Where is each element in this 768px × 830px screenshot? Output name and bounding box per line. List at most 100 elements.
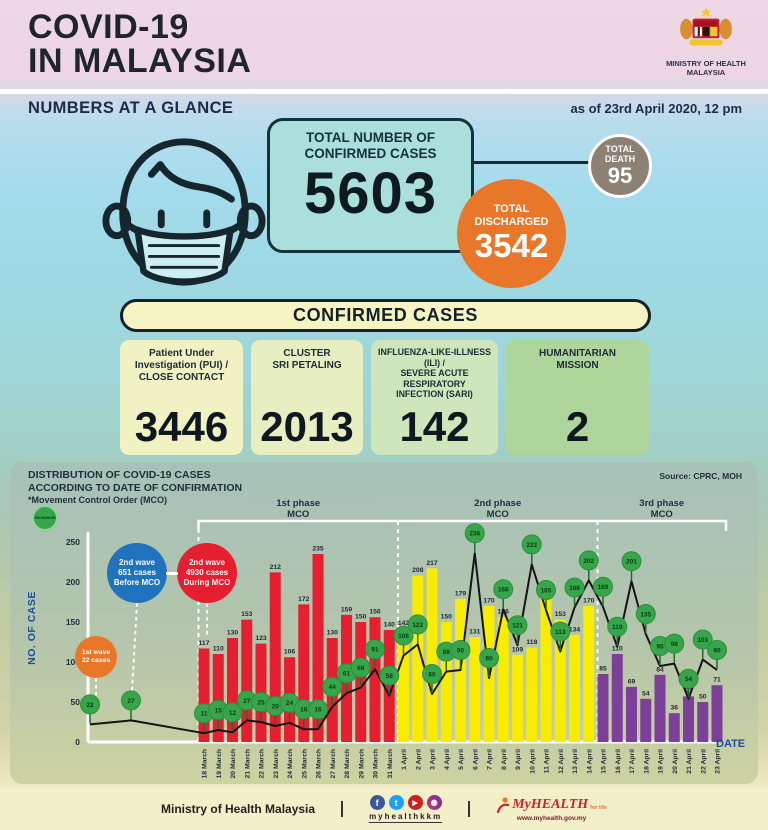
svg-text:201: 201 <box>626 559 637 566</box>
svg-text:121: 121 <box>512 623 523 630</box>
twitter-icon[interactable]: t <box>388 795 404 810</box>
svg-text:110: 110 <box>213 646 224 653</box>
svg-text:6 April: 6 April <box>472 749 479 770</box>
total-death-label: TOTAL DEATH <box>604 144 636 164</box>
svg-text:0: 0 <box>75 737 80 747</box>
svg-text:30 March: 30 March <box>373 749 380 778</box>
svg-text:8 April: 8 April <box>501 749 508 770</box>
svg-text:156: 156 <box>369 609 381 616</box>
svg-text:50: 50 <box>71 697 81 707</box>
svg-text:153: 153 <box>241 611 253 618</box>
covid-cases-chart: 1st phase MCO 2nd phase MCO 3rd phase MCO 0 50 1… <box>66 498 728 778</box>
svg-text:50: 50 <box>699 694 707 701</box>
social-block: f t ▶ ◉ myhealthkkm <box>369 795 443 823</box>
svg-text:58: 58 <box>386 673 394 680</box>
svg-text:159: 159 <box>341 606 353 613</box>
page-title: COVID-19 IN MALAYSIA <box>28 8 252 80</box>
svg-text:84: 84 <box>656 666 664 673</box>
svg-text:4 April: 4 April <box>444 749 451 770</box>
stat-card-label: HUMANITARIAN MISSION <box>538 348 617 371</box>
x-axis-label: DATE <box>716 738 746 750</box>
annotation-second-wave-before: 2nd wave 651 cases Before MCO <box>107 543 167 603</box>
youtube-icon[interactable]: ▶ <box>407 795 423 810</box>
section-label: NUMBERS AT A GLANCE <box>28 99 234 117</box>
myhealth-url[interactable]: www.myhealth.gov.my <box>516 814 587 822</box>
svg-text:54: 54 <box>642 690 650 697</box>
svg-text:31 March: 31 March <box>387 749 394 778</box>
face-mask-icon <box>100 126 268 294</box>
svg-text:20 March: 20 March <box>230 749 237 778</box>
svg-text:18 April: 18 April <box>643 749 650 774</box>
svg-text:5 April: 5 April <box>458 749 465 770</box>
svg-text:24 March: 24 March <box>287 749 294 778</box>
svg-text:235: 235 <box>312 546 324 553</box>
svg-text:130: 130 <box>327 630 339 637</box>
svg-text:90: 90 <box>713 647 721 654</box>
svg-text:20: 20 <box>272 703 280 710</box>
as-of-date: as of 23rd April 2020, 12 pm <box>570 101 742 116</box>
svg-text:16: 16 <box>300 707 308 714</box>
svg-text:69: 69 <box>628 678 636 685</box>
svg-text:88: 88 <box>443 649 451 656</box>
svg-text:27: 27 <box>243 698 251 705</box>
svg-text:212: 212 <box>270 564 282 571</box>
svg-text:12 April: 12 April <box>558 749 565 774</box>
footer-divider <box>468 801 471 817</box>
total-discharged-label: TOTAL DISCHARGED <box>474 202 549 229</box>
svg-text:1 April: 1 April <box>401 749 408 770</box>
instagram-icon[interactable]: ◉ <box>426 795 442 810</box>
svg-text:109: 109 <box>512 646 524 653</box>
svg-text:15 April: 15 April <box>601 749 608 774</box>
chart-title: DISTRIBUTION OF COVID-19 CASES ACCORDING… <box>28 469 243 494</box>
svg-text:170: 170 <box>583 598 595 605</box>
stat-card-ili-sari: INFLUENZA-LIKE-ILLNESS (ILI) / SEVERE AC… <box>371 340 498 455</box>
svg-text:117: 117 <box>199 640 210 647</box>
svg-text:19 March: 19 March <box>216 749 223 778</box>
svg-text:18 March: 18 March <box>202 749 209 778</box>
svg-text:166: 166 <box>498 587 509 594</box>
footer-divider <box>341 801 344 817</box>
ministry-name: MINISTRY OF HEALTH MALAYSIA <box>666 59 746 78</box>
svg-text:11 April: 11 April <box>544 749 551 773</box>
svg-text:68: 68 <box>357 665 365 672</box>
svg-text:44: 44 <box>329 684 337 691</box>
total-death-badge: TOTAL DEATH 95 <box>588 134 652 198</box>
malaysia-coat-of-arms-icon <box>680 7 732 46</box>
svg-text:17 April: 17 April <box>629 749 636 774</box>
svg-text:150: 150 <box>441 614 453 621</box>
svg-text:25 March: 25 March <box>301 749 308 778</box>
myhealth-logo: MyHEALTH for life www.myhealth.gov.my <box>496 797 607 822</box>
svg-text:28 March: 28 March <box>344 749 351 778</box>
svg-text:169: 169 <box>598 584 609 591</box>
annotation-first-wave: 1st wave 22 cases <box>75 636 117 678</box>
svg-text:123: 123 <box>255 635 267 642</box>
svg-text:26 March: 26 March <box>316 749 323 778</box>
svg-text:22 March: 22 March <box>259 749 266 778</box>
svg-text:165: 165 <box>541 587 552 594</box>
svg-text:16: 16 <box>314 707 322 714</box>
svg-text:22: 22 <box>86 702 94 709</box>
total-confirmed-label: TOTAL NUMBER OF CONFIRMED CASES <box>304 130 437 161</box>
myhealth-person-icon <box>497 796 510 813</box>
facebook-icon[interactable]: f <box>369 795 385 810</box>
svg-text:119: 119 <box>612 624 623 631</box>
stat-card-value: 3446 <box>134 403 229 450</box>
ministry-logo-block: MINISTRY OF HEALTH MALAYSIA <box>648 6 764 78</box>
chart-subtitle: *Movement Control Order (MCO) <box>28 495 168 505</box>
svg-text:71: 71 <box>713 677 721 684</box>
svg-text:106: 106 <box>284 649 296 656</box>
total-death-value: 95 <box>607 162 633 188</box>
svg-text:122: 122 <box>412 622 423 629</box>
svg-text:150: 150 <box>66 617 80 627</box>
svg-text:98: 98 <box>671 641 679 648</box>
svg-text:208: 208 <box>412 567 424 574</box>
stat-card-value: 2013 <box>260 403 354 450</box>
svg-text:25: 25 <box>257 699 265 706</box>
annotation-connector <box>166 572 178 575</box>
footer-bar: Ministry of Health Malaysia f t ▶ ◉ myhe… <box>0 788 768 830</box>
confirmed-cases-header: CONFIRMED CASES <box>120 299 651 332</box>
svg-text:16 April: 16 April <box>615 749 622 774</box>
